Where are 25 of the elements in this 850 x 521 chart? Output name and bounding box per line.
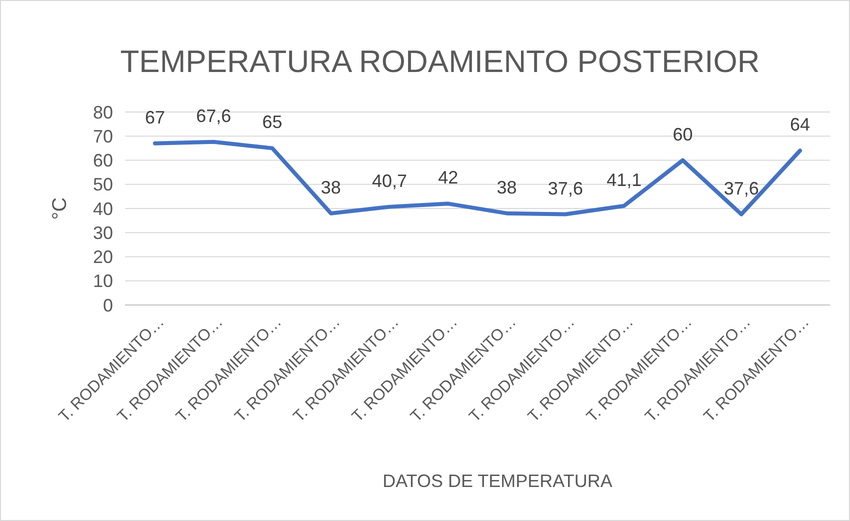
y-tick-label: 20	[92, 247, 113, 268]
data-label: 38	[320, 177, 341, 198]
data-label: 67,6	[196, 106, 232, 126]
data-label: 40,7	[372, 170, 408, 191]
y-tick-label: 40	[92, 198, 113, 219]
data-label: 41,1	[606, 170, 642, 190]
y-tick-label: 10	[92, 271, 113, 292]
y-tick-label: 80	[92, 102, 113, 122]
y-tick-label: 70	[92, 126, 113, 146]
y-tick-label: 50	[92, 174, 113, 195]
y-tick-label: 0	[102, 295, 113, 316]
data-label: 37,6	[548, 178, 583, 198]
y-tick-label: 30	[92, 222, 113, 243]
data-label: 37,6	[724, 178, 759, 198]
y-tick-label: 60	[92, 150, 113, 171]
line-series	[153, 140, 802, 216]
data-label: 64	[790, 114, 810, 135]
data-label: 38	[496, 177, 517, 198]
x-axis-title: DATOS DE TEMPERATURA	[382, 471, 612, 491]
y-axis-title: °C	[49, 197, 71, 220]
data-label: 65	[262, 112, 282, 132]
data-label: 67	[144, 107, 166, 128]
chart-title: TEMPERATURA RODAMIENTO POSTERIOR	[120, 44, 760, 79]
data-label: 42	[438, 168, 458, 188]
data-label: 60	[672, 124, 693, 144]
